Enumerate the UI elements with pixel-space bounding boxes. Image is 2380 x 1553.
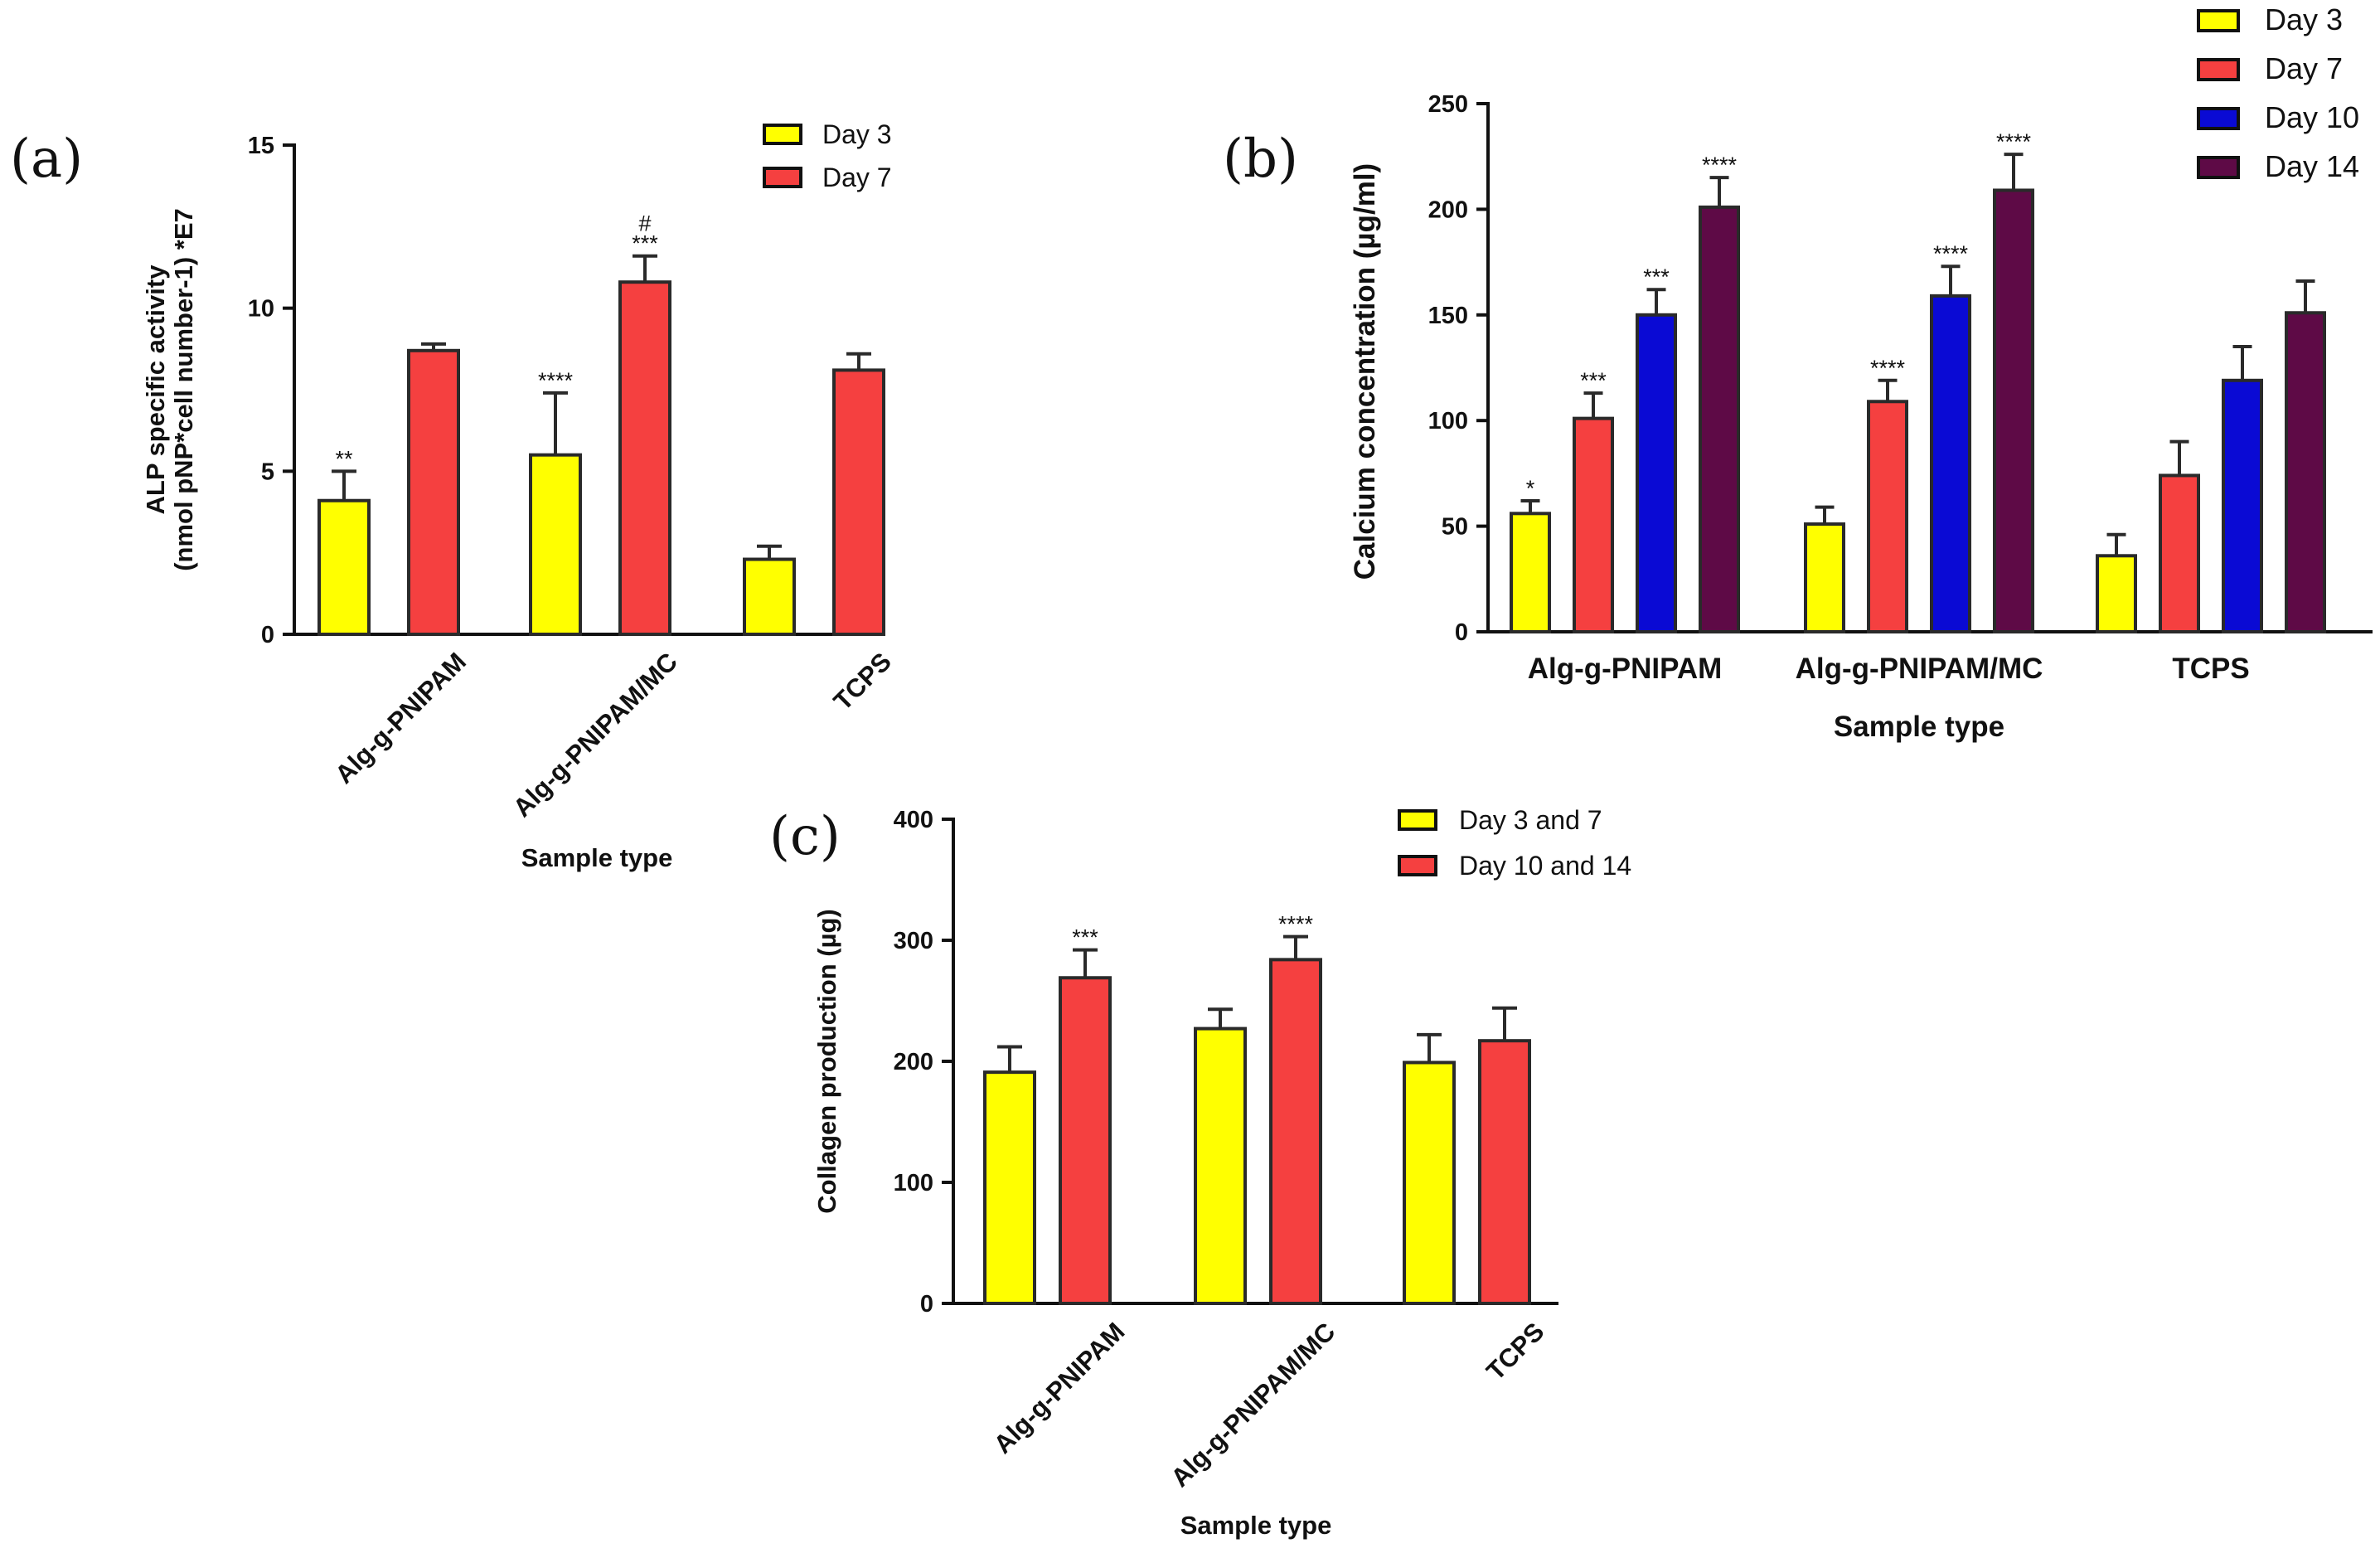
significance-label: **** (1278, 912, 1314, 937)
bar (407, 348, 460, 636)
significance-label: **** (1702, 153, 1738, 177)
bar (983, 1070, 1036, 1305)
x-tick-label: TCPS (1481, 1317, 1549, 1386)
legend-label: Day 10 and 14 (1459, 851, 1631, 881)
y-axis-label: Collagen production (µg) (812, 909, 841, 1213)
y-tick-label: 100 (1428, 408, 1468, 434)
x-tick-label: Alg-g-PNIPAM/MC (507, 647, 683, 823)
significance-label: *** (1072, 925, 1098, 950)
y-tick-label: 100 (894, 1170, 933, 1196)
significance-label: *** (632, 231, 658, 256)
y-tick-label: 0 (1455, 619, 1468, 646)
bar (2222, 378, 2263, 633)
y-tick-label: 200 (1428, 197, 1468, 223)
x-tick-label: TCPS (828, 647, 897, 716)
x-tick-label: Alg-g-PNIPAM (988, 1317, 1131, 1459)
x-axis-label: Sample type (1834, 711, 2004, 743)
significance-label: **** (1933, 241, 1969, 266)
y-tick-label: 15 (248, 133, 274, 159)
y-axis-label: ALP specific activity (141, 264, 170, 515)
panel-label: (c) (769, 806, 841, 867)
bar (1930, 294, 1971, 633)
legend-swatch (2197, 107, 2240, 130)
bar (743, 557, 796, 636)
x-axis-label: Sample type (1180, 1511, 1332, 1540)
bar (832, 368, 885, 636)
bar (1478, 1039, 1531, 1306)
bar (1573, 416, 1614, 633)
legend-swatch (763, 167, 802, 188)
chart-c: (c) 0 100 200 300 400 Collagen production (µg)… (769, 805, 1631, 1540)
significance-label: * (1526, 476, 1535, 501)
bar (1403, 1060, 1456, 1305)
significance-label: *** (1643, 264, 1670, 289)
bar (1636, 313, 1677, 633)
x-tick-label: Alg-g-PNIPAM/MC (1166, 1317, 1341, 1492)
x-tick-label: Alg-g-PNIPAM/MC (1796, 653, 2043, 685)
y-tick-label: 5 (261, 459, 274, 485)
bar (2096, 554, 2137, 633)
bar (2285, 311, 2326, 633)
legend-label: Day 7 (822, 163, 892, 192)
y-tick-label: 0 (261, 622, 274, 648)
bar (2159, 473, 2200, 633)
legend-swatch (2197, 58, 2240, 81)
significance-label: **** (538, 368, 574, 393)
y-tick-label: 10 (248, 296, 274, 323)
legend-label: Day 7 (2265, 51, 2343, 85)
bar (1699, 205, 1740, 634)
bar (1804, 522, 1845, 633)
bar (1194, 1026, 1247, 1305)
bar (1993, 188, 2034, 633)
legend-swatch (2197, 156, 2240, 179)
significance-label: ** (335, 446, 353, 471)
significance-label: # (638, 211, 651, 236)
y-tick-label: 300 (894, 928, 933, 954)
y-tick-label: 50 (1442, 514, 1468, 541)
legend-label: Day 3 (2265, 2, 2343, 36)
bar (1867, 400, 1908, 633)
legend-swatch (1398, 809, 1437, 831)
x-tick-label: Alg-g-PNIPAM (329, 647, 472, 789)
significance-label: *** (1580, 368, 1607, 393)
significance-label: **** (1996, 129, 2032, 154)
legend-label: Day 10 (2265, 100, 2359, 134)
legend-swatch (763, 124, 802, 145)
significance-label: **** (1870, 356, 1906, 381)
x-axis-label: Sample type (521, 843, 673, 872)
y-axis-label: (nmol pNP*cell number-1) *E7 (169, 208, 198, 571)
panel-label: (a) (10, 129, 83, 190)
bar (1059, 976, 1112, 1305)
legend-swatch (2197, 9, 2240, 32)
legend-swatch (1398, 855, 1437, 876)
panel-label: (b) (1223, 129, 1298, 190)
legend-label: Day 3 (822, 119, 892, 149)
bar (1269, 958, 1322, 1305)
chart-b: (b) 0 50 100 150 200 250 Calcium concentration … (1223, 2, 2373, 743)
bar (618, 280, 671, 636)
y-tick-label: 200 (894, 1049, 933, 1075)
y-tick-label: 150 (1428, 303, 1468, 329)
bar (529, 453, 582, 637)
x-tick-label: TCPS (2172, 653, 2249, 685)
y-axis-label: Calcium concentration (µg/ml) (1349, 163, 1381, 580)
bar (317, 498, 371, 636)
y-tick-label: 0 (920, 1291, 933, 1318)
bar (1510, 512, 1551, 634)
y-tick-label: 400 (894, 807, 933, 833)
legend-label: Day 3 and 7 (1459, 805, 1602, 835)
y-tick-label: 250 (1428, 91, 1468, 118)
chart-a: (a) 0 5 10 15 ALP specific activity (nmol pNP*… (10, 119, 897, 872)
x-tick-label: Alg-g-PNIPAM (1528, 653, 1723, 685)
legend-label: Day 14 (2265, 149, 2359, 183)
